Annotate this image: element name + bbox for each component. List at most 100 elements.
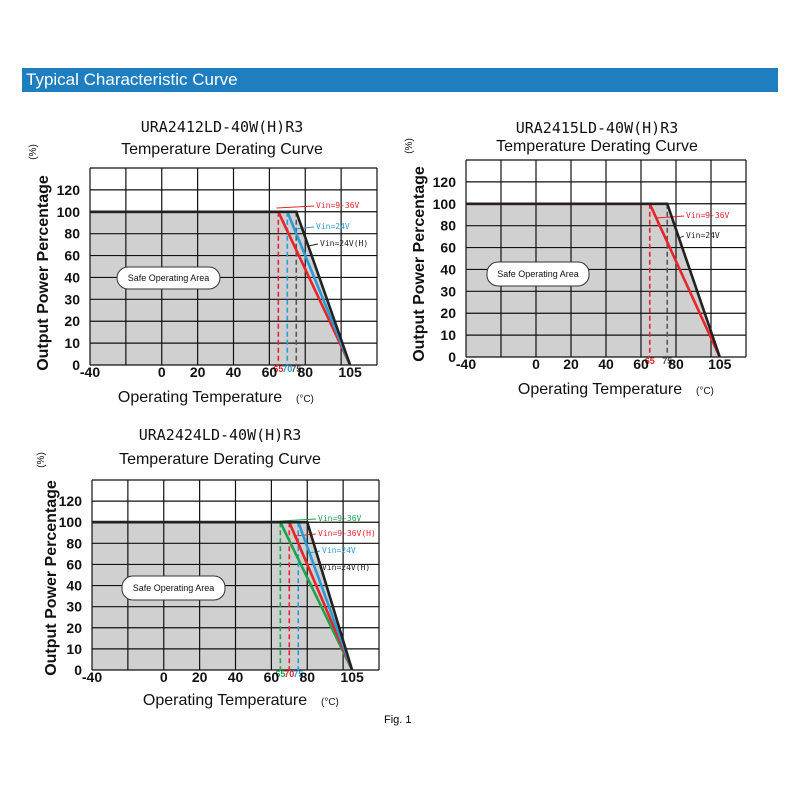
y-tick-label: 30 (440, 283, 456, 299)
legend-leader-line (295, 533, 317, 537)
x-tick-label: -40 (80, 364, 100, 380)
legend-label: Vin=9-36V (318, 514, 362, 523)
safe-area-label: Safe Operating Area (133, 583, 215, 593)
x-tick-label: 20 (190, 364, 206, 380)
y-axis-unit: (%) (28, 144, 39, 160)
y-tick-label: 100 (433, 196, 457, 212)
y-tick-label: 60 (64, 248, 80, 264)
y-tick-label: 10 (440, 327, 456, 343)
series-line (90, 210, 352, 366)
y-tick-label: 30 (64, 291, 80, 307)
chart-title: URA2424LD-40W(H)R3 (139, 426, 302, 444)
x-tick-label: -40 (82, 669, 102, 685)
marker-label: 75 (291, 364, 301, 374)
chart-subtitle: Temperature Derating Curve (121, 141, 323, 158)
y-tick-label: 120 (59, 493, 83, 509)
y-axis-label: Output Power Percentage (411, 166, 428, 362)
y-tick-label: 0 (74, 662, 82, 678)
x-tick-label: 105 (340, 669, 364, 685)
x-tick-label: -40 (456, 356, 476, 372)
safe-area-label-box (116, 266, 221, 290)
x-tick-label: 60 (262, 364, 278, 380)
y-tick-label: 0 (72, 357, 80, 373)
y-axis-label: Output Power Percentage (43, 480, 60, 676)
x-tick-label: 80 (668, 356, 684, 372)
x-tick-label: 20 (192, 669, 208, 685)
y-tick-label: 10 (66, 641, 82, 657)
marker-label: 75 (293, 669, 303, 679)
x-tick-label: 60 (633, 356, 649, 372)
chart-title: URA2415LD-40W(H)R3 (516, 119, 679, 137)
y-tick-label: 60 (440, 240, 456, 256)
y-tick-label: 100 (59, 514, 83, 530)
chart-title: URA2412LD-40W(H)R3 (141, 118, 304, 136)
safe-area-label: Safe Operating Area (497, 269, 579, 279)
x-axis-label: Operating Temperature (518, 381, 682, 398)
y-axis-unit: (%) (36, 452, 47, 468)
legend-label: Vin=9-36V (316, 201, 360, 210)
x-tick-label: 60 (264, 669, 280, 685)
legend-leader-line (319, 567, 323, 571)
legend-label: Vin=24V (686, 231, 720, 240)
marker-label: 65 (273, 364, 283, 374)
y-tick-label: 80 (64, 226, 80, 242)
y-tick-label: 120 (57, 182, 81, 198)
series-line (466, 202, 721, 358)
x-tick-label: 0 (532, 356, 540, 372)
x-tick-label: 40 (228, 669, 244, 685)
y-tick-label: 80 (440, 218, 456, 234)
legend-leader-line (276, 205, 315, 209)
legend-label: Vin=24V(H) (322, 563, 370, 572)
y-tick-label: 120 (433, 174, 457, 190)
safe-area-label-box (486, 261, 590, 287)
y-tick-label: 20 (66, 620, 82, 636)
legend-leader-line (656, 215, 685, 219)
x-axis-unit: (°C) (696, 386, 714, 397)
x-tick-label: 105 (338, 364, 362, 380)
x-axis-label: Operating Temperature (118, 389, 282, 406)
legend-label: Vin=24V (322, 546, 356, 555)
safe-area-shade (466, 203, 720, 357)
x-axis-label: Operating Temperature (143, 692, 307, 709)
y-tick-label: 40 (64, 269, 80, 285)
x-tick-label: 40 (598, 356, 614, 372)
legend-leader-line (279, 518, 317, 522)
legend-label: Vin=9-36V (686, 211, 730, 220)
x-tick-label: 80 (299, 669, 315, 685)
safe-area-label: Safe Operating Area (128, 273, 210, 283)
x-tick-label: 80 (297, 364, 313, 380)
marker-label: 65 (645, 356, 655, 366)
y-tick-label: 40 (440, 261, 456, 277)
legend-leader-line (308, 243, 319, 247)
marker-label: 75 (662, 356, 672, 366)
y-tick-label: 0 (448, 349, 456, 365)
figure-caption: Fig. 1 (384, 714, 412, 726)
legend-label: Vin=24V (316, 222, 350, 231)
x-tick-label: 40 (226, 364, 242, 380)
marker-label: 65 (275, 669, 285, 679)
section-title-bar: Typical Characteristic Curve (22, 68, 778, 92)
safe-area-label-box (121, 575, 226, 601)
y-tick-label: 60 (66, 556, 82, 572)
legend-leader-line (309, 550, 321, 554)
y-axis-unit: (%) (404, 138, 415, 154)
y-tick-label: 40 (66, 578, 82, 594)
marker-label: 70 (284, 669, 294, 679)
legend-leader-line (678, 235, 685, 239)
legend-label: Vin=9-36V(H) (318, 529, 376, 538)
series-line (92, 520, 354, 671)
y-tick-label: 30 (66, 599, 82, 615)
marker-label: 70 (282, 364, 292, 374)
chart-subtitle: Temperature Derating Curve (496, 138, 698, 155)
y-tick-label: 10 (64, 335, 80, 351)
x-tick-label: 0 (160, 669, 168, 685)
chart-subtitle: Temperature Derating Curve (119, 451, 321, 468)
x-tick-label: 105 (708, 356, 732, 372)
safe-area-shade (90, 211, 351, 365)
x-tick-label: 20 (563, 356, 579, 372)
x-axis-unit: (°C) (321, 697, 339, 708)
y-tick-label: 20 (64, 313, 80, 329)
